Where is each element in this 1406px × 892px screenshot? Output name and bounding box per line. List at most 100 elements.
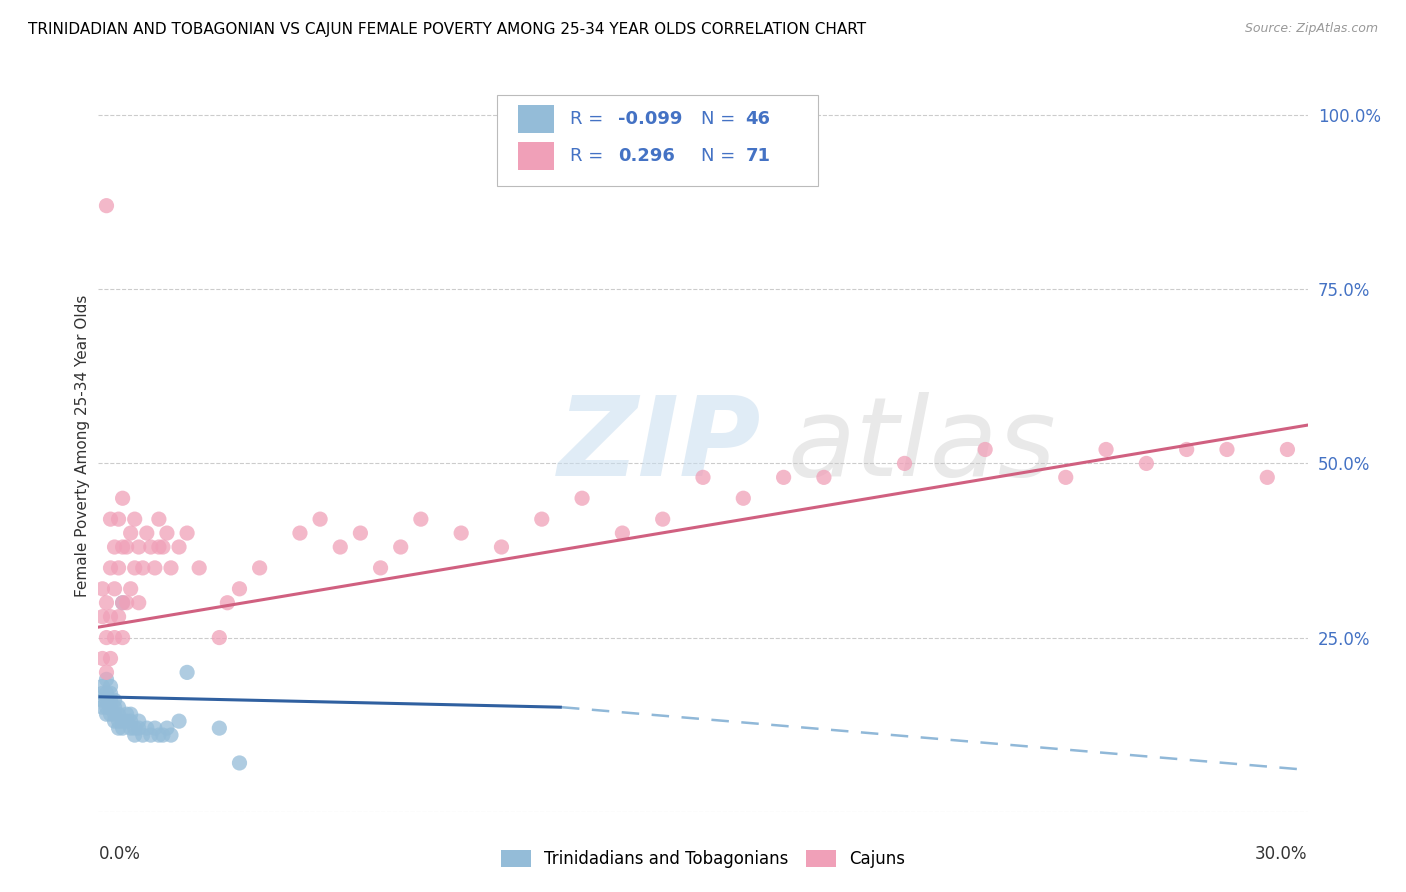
Point [100,707,122,722]
Point [450,526,472,541]
Point [111,631,134,645]
Point [152,728,174,742]
Text: -0.099: -0.099 [619,110,683,128]
Point [176,665,198,680]
Point [139,540,162,554]
Point [491,540,513,554]
Text: atlas: atlas [787,392,1056,500]
Text: R =: R = [569,110,609,128]
Point [96,686,118,700]
Text: 0.296: 0.296 [619,146,675,165]
Point [167,714,190,728]
Point [135,526,157,541]
Point [651,512,673,526]
Point [124,512,146,526]
Point [156,721,179,735]
Point [100,686,122,700]
Point [91,686,114,700]
Point [107,721,129,735]
Text: 0.0%: 0.0% [98,845,141,863]
Point [120,707,142,722]
Point [120,582,142,596]
Point [1256,470,1278,484]
Point [96,596,118,610]
Point [111,491,134,506]
Point [167,540,190,554]
Point [120,721,142,735]
Point [103,714,125,728]
Point [96,700,118,714]
Point [107,512,129,526]
Point [100,609,122,624]
Point [148,540,170,554]
Point [139,728,162,742]
Text: ZIP: ZIP [558,392,762,500]
Point [91,693,114,707]
Point [132,728,155,742]
Point [132,561,155,575]
Point [91,582,114,596]
Legend: Trinidadians and Tobagonians, Cajuns: Trinidadians and Tobagonians, Cajuns [495,843,911,875]
Point [288,526,311,541]
Point [103,707,125,722]
Point [120,714,142,728]
Point [228,756,250,770]
Point [370,561,392,575]
Point [96,673,118,687]
Point [107,609,129,624]
Point [217,596,239,610]
Point [111,596,134,610]
Point [96,631,118,645]
Point [120,526,142,541]
Text: Source: ZipAtlas.com: Source: ZipAtlas.com [1244,22,1378,36]
Point [115,714,138,728]
Point [813,470,835,484]
Point [124,721,146,735]
Point [188,561,211,575]
Point [1135,457,1157,471]
Point [91,651,114,665]
Point [128,714,150,728]
Point [111,721,134,735]
Point [128,596,150,610]
Point [148,728,170,742]
Point [208,631,231,645]
Point [91,700,114,714]
Point [103,700,125,714]
Point [115,707,138,722]
Point [96,707,118,722]
Text: 71: 71 [745,146,770,165]
Point [115,596,138,610]
Point [160,728,183,742]
FancyBboxPatch shape [498,95,818,186]
Point [103,540,125,554]
Point [124,728,146,742]
Point [160,561,183,575]
Text: 30.0%: 30.0% [1256,845,1308,863]
Point [772,470,794,484]
Point [100,561,122,575]
Text: N =: N = [700,146,741,165]
Point [96,199,118,213]
Point [107,700,129,714]
Point [612,526,634,541]
Point [143,561,166,575]
Point [100,512,122,526]
Point [329,540,352,554]
Point [1277,442,1299,457]
Point [111,714,134,728]
Point [107,714,129,728]
Point [100,679,122,693]
Point [128,540,150,554]
Point [208,721,231,735]
Point [91,679,114,693]
Point [409,512,432,526]
Bar [517,142,554,169]
Point [309,512,332,526]
Point [103,693,125,707]
Point [111,540,134,554]
Point [115,540,138,554]
Point [100,693,122,707]
Point [91,609,114,624]
Text: 46: 46 [745,110,770,128]
